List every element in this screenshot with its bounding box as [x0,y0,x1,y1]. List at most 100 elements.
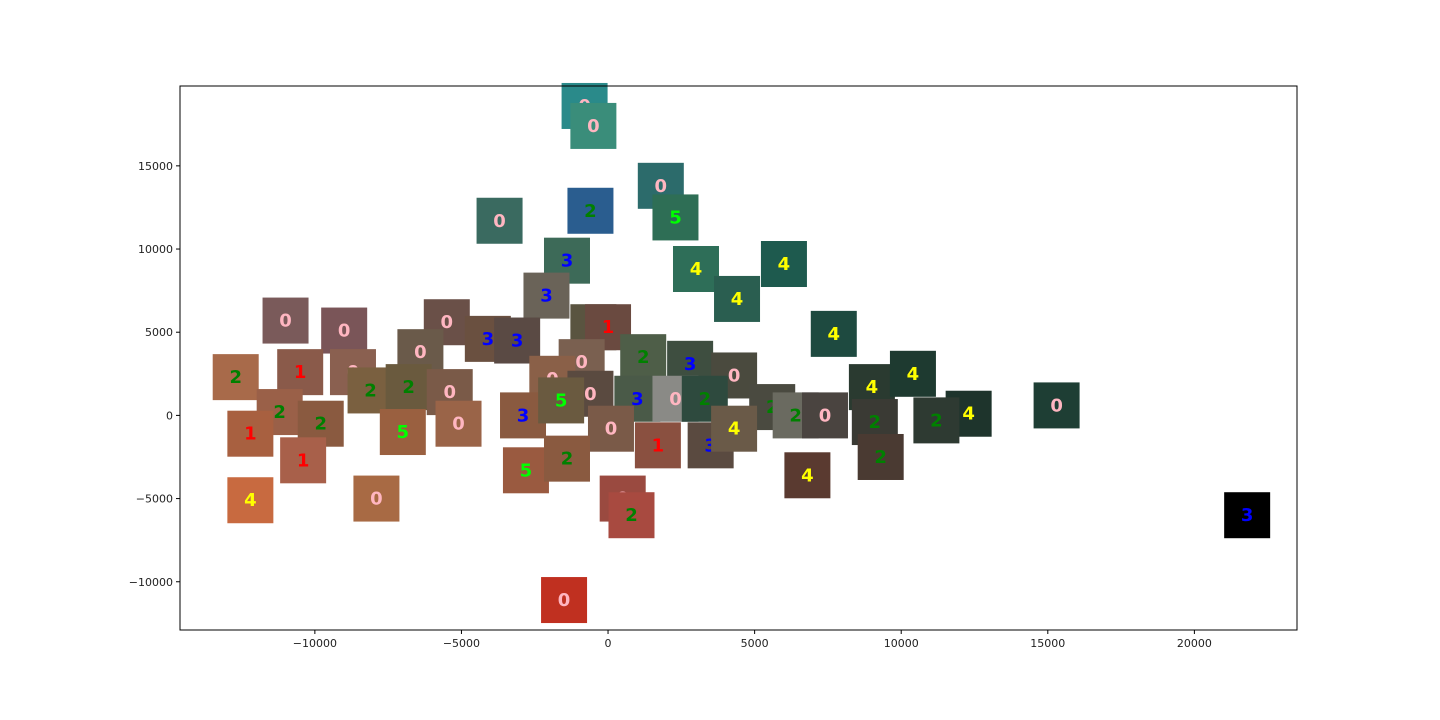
point-tile [262,297,309,344]
point-label: 4 [866,377,879,398]
y-tick-label: 0 [166,409,173,422]
point-label: 1 [244,424,257,445]
y-axis: −10000 −5000 0 5000 10000 15000 [129,160,180,589]
point-1: 0 [570,102,617,149]
point-label: 2 [930,410,943,431]
point-49: 1 [634,422,681,469]
point-58: 4 [784,452,831,499]
x-tick-label: −10000 [293,637,337,650]
point-43: 1 [227,410,274,457]
point-label: 2 [402,377,415,398]
point-tile [1224,492,1271,539]
point-28: 2 [385,364,432,411]
point-label: 3 [561,251,574,272]
point-4: 2 [567,187,614,234]
point-tile [913,397,960,444]
point-tile [1033,382,1080,429]
point-tile [385,364,432,411]
y-tick-label: −5000 [136,493,173,506]
point-tile [608,492,655,539]
point-label: 4 [728,419,741,440]
point-59: 2 [857,433,904,480]
point-label: 0 [452,414,465,435]
point-label: 5 [397,422,410,443]
x-axis: −10000 −5000 0 5000 10000 15000 20000 [293,630,1212,650]
x-tick-label: 15000 [1030,637,1065,650]
point-label: 2 [364,380,377,401]
x-tick-label: 5000 [741,637,769,650]
point-label: 0 [655,176,668,197]
point-label: 0 [338,321,351,342]
point-label: 0 [279,311,292,332]
point-label: 2 [637,347,650,368]
point-label: 0 [443,382,456,403]
y-tick-label: −10000 [129,576,173,589]
point-56: 5 [502,447,549,494]
point-60: 4 [227,477,274,524]
point-label: 2 [273,402,286,423]
point-label: 0 [728,365,741,386]
point-24: 2 [212,354,259,401]
point-label: 0 [575,352,588,373]
point-47: 5 [538,377,585,424]
point-label: 0 [558,590,571,611]
point-label: 4 [244,490,257,511]
point-label: 5 [520,460,533,481]
point-label: 1 [294,362,307,383]
plot-frame [179,85,1298,631]
point-tile [801,392,848,439]
point-label: 2 [699,389,712,410]
point-tile [523,272,570,319]
point-tile [620,334,667,381]
point-label: 2 [314,414,327,435]
point-tile [321,307,368,354]
point-tile [212,354,259,401]
point-label: 0 [370,489,383,510]
point-label: 2 [625,505,638,526]
point-label: 2 [869,412,882,433]
point-label: 3 [1241,505,1254,526]
point-label: 5 [669,207,682,228]
point-8: 4 [760,241,807,288]
y-tick-label: 5000 [145,326,173,339]
point-tile [672,245,719,292]
point-label: 1 [602,317,615,338]
point-label: 3 [540,286,553,307]
point-61: 0 [353,475,400,522]
point-52: 0 [801,392,848,439]
point-label: 5 [555,390,568,411]
point-label: 4 [690,259,703,280]
point-label: 0 [819,405,832,426]
y-tick-label: 15000 [138,160,173,173]
point-65: 0 [541,577,588,624]
chart-marks: 0000253443440003321002302102200030222444… [212,82,1271,624]
point-label: 4 [907,364,920,385]
point-label: 1 [652,435,665,456]
point-tile [541,577,588,624]
y-tick-label: 10000 [138,243,173,256]
point-3: 0 [476,197,523,244]
point-label: 0 [584,384,597,405]
x-tick-label: −5000 [443,637,480,650]
point-57: 2 [543,435,590,482]
point-tile [543,435,590,482]
point-7: 4 [672,245,719,292]
point-label: 4 [828,324,841,345]
point-tile [353,475,400,522]
point-tile [784,452,831,499]
point-label: 0 [414,342,427,363]
point-64: 3 [1224,492,1271,539]
point-38: 4 [889,350,936,397]
point-label: 0 [1050,395,1063,416]
point-tile [567,187,614,234]
point-label: 1 [297,450,310,471]
point-label: 2 [229,367,242,388]
point-tile [760,241,807,288]
point-tile [652,194,699,241]
point-tile [587,405,634,452]
point-label: 0 [587,116,600,137]
point-12: 0 [262,297,309,344]
point-tile [227,410,274,457]
point-63: 2 [608,492,655,539]
point-21: 2 [620,334,667,381]
